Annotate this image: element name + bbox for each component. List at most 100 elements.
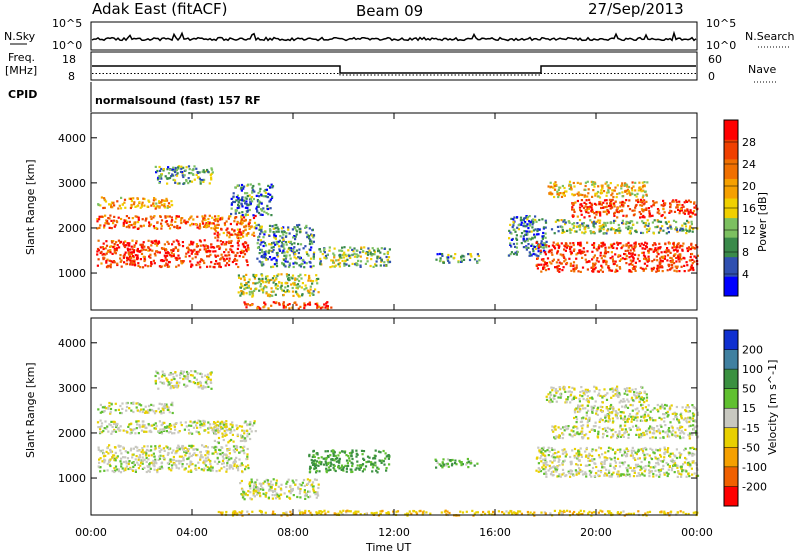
echo-cell: [244, 279, 246, 281]
echo-cell: [222, 460, 224, 462]
echo-cell: [113, 260, 115, 262]
echo-cell: [239, 229, 241, 231]
echo-cell: [513, 229, 515, 231]
echo-cell: [460, 462, 462, 464]
echo-cell: [265, 259, 267, 261]
echo-cell: [131, 240, 133, 242]
echo-cell: [104, 410, 106, 412]
echo-cell: [256, 258, 258, 260]
echo-cell: [138, 467, 140, 469]
echo-cell: [188, 429, 190, 431]
echo-cell: [570, 265, 572, 267]
echo-cell: [204, 421, 206, 423]
echo-cell: [317, 278, 319, 280]
echo-cell: [365, 461, 367, 463]
echo-cell: [551, 249, 553, 251]
echo-cell: [230, 465, 232, 467]
echo-cell: [176, 384, 178, 386]
echo-cell: [116, 221, 118, 223]
echo-cell: [203, 169, 205, 171]
echo-cell: [258, 183, 260, 185]
echo-cell: [549, 468, 551, 470]
echo-cell: [388, 455, 390, 457]
echo-cell: [274, 257, 276, 259]
echo-cell: [638, 189, 640, 191]
echo-cell: [626, 193, 628, 195]
echo-cell: [185, 169, 187, 171]
echo-cell: [548, 268, 550, 270]
echo-cell: [257, 488, 259, 490]
echo-cell: [217, 421, 219, 423]
echo-cell: [253, 487, 255, 489]
echo-cell: [604, 232, 606, 234]
echo-cell: [362, 470, 364, 472]
echo-cell: [244, 284, 246, 286]
echo-cell: [198, 467, 200, 469]
echo-cell: [154, 469, 156, 471]
echo-cell: [575, 258, 577, 260]
echo-cell: [251, 192, 253, 194]
echo-cell: [599, 220, 601, 222]
echo-cell: [226, 468, 228, 470]
echo-cell: [341, 247, 343, 249]
echo-cell: [572, 216, 574, 218]
echo-cell: [245, 458, 247, 460]
echo-cell: [682, 228, 684, 230]
echo-cell: [566, 262, 568, 264]
echo-cell: [283, 264, 285, 266]
echo-cell: [684, 223, 686, 225]
echo-cell: [312, 486, 314, 488]
echo-cell: [275, 259, 277, 261]
echo-cell: [99, 216, 101, 218]
echo-cell: [233, 229, 235, 231]
echo-cell: [242, 243, 244, 245]
echo-cell: [569, 242, 571, 244]
echo-cell: [298, 252, 300, 254]
echo-cell: [670, 204, 672, 206]
echo-cell: [237, 207, 239, 209]
echo-cell: [120, 458, 122, 460]
echo-cell: [233, 449, 235, 451]
echo-cell: [213, 222, 215, 224]
echo-cell: [690, 211, 692, 213]
echo-cell: [335, 265, 337, 267]
echo-cell: [121, 402, 123, 404]
echo-cell: [347, 462, 349, 464]
echo-cell: [642, 196, 644, 198]
echo-cell: [276, 254, 278, 256]
freq-unit: [MHz]: [5, 64, 37, 77]
echo-cell: [119, 205, 121, 207]
echo-cell: [154, 198, 156, 200]
echo-cell: [108, 402, 110, 404]
echo-cell: [170, 255, 172, 257]
echo-cell: [325, 450, 327, 452]
echo-cell: [243, 250, 245, 252]
echo-cell: [633, 467, 635, 469]
echo-cell: [296, 224, 298, 226]
echo-cell: [206, 376, 208, 378]
echo-cell: [605, 225, 607, 227]
echo-cell: [177, 431, 179, 433]
echo-cell: [270, 305, 272, 307]
echo-cell: [310, 280, 312, 282]
echo-cell: [651, 471, 653, 473]
echo-cell: [602, 207, 604, 209]
echo-cell: [143, 225, 145, 227]
echo-cell: [206, 169, 208, 171]
nsearch-tick-bottom: 10^0: [706, 39, 736, 52]
echo-cell: [131, 200, 133, 202]
echo-cell: [99, 470, 101, 472]
echo-cell: [279, 497, 281, 499]
echo-cell: [572, 242, 574, 244]
echo-cell: [107, 265, 109, 267]
echo-cell: [524, 217, 526, 219]
echo-cell: [205, 386, 207, 388]
echo-cell: [110, 408, 112, 410]
echo-cell: [680, 208, 682, 210]
echo-cell: [217, 215, 219, 217]
echo-cell: [168, 431, 170, 433]
echo-cell: [253, 232, 255, 234]
echo-cell: [565, 455, 567, 457]
echo-cell: [238, 452, 240, 454]
